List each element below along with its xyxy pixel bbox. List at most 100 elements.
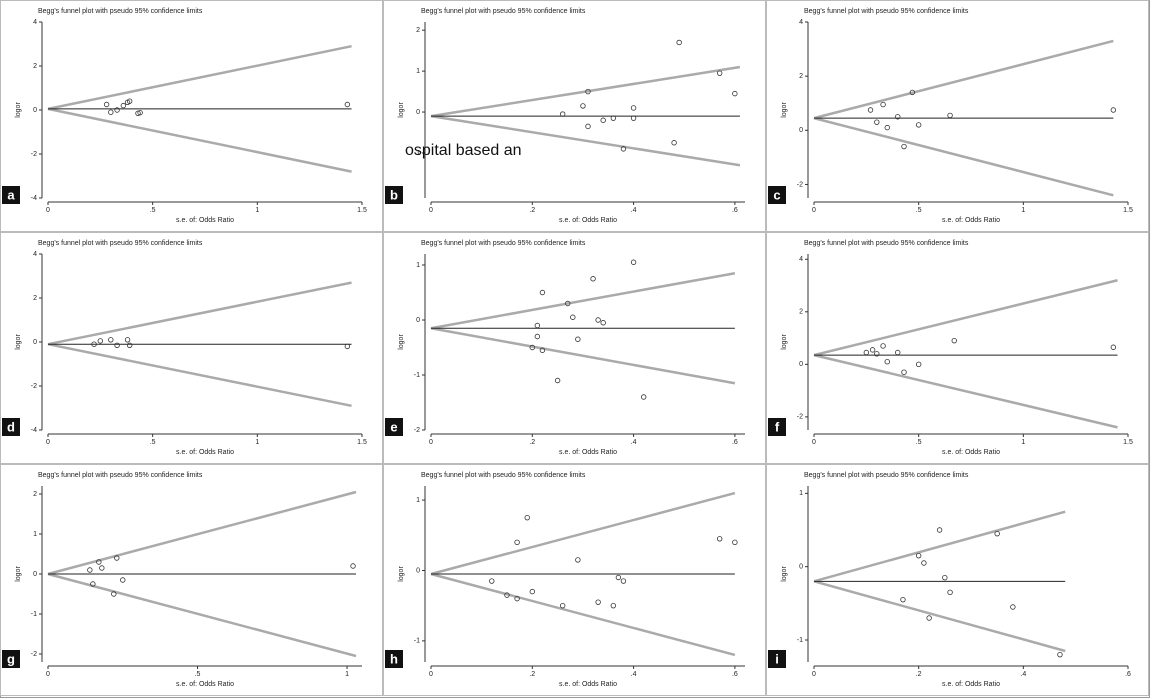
x-tick-label: 1 [1021, 207, 1025, 214]
y-tick-label: -2 [797, 414, 803, 421]
x-tick-label: .2 [529, 671, 535, 678]
x-axis-label: s.e. of: Odds Ratio [176, 217, 234, 224]
lower-limit [47, 342, 352, 408]
panel-title: Begg's funnel plot with pseudo 95% confi… [804, 8, 969, 15]
study-point [108, 337, 114, 343]
y-tick-label: 1 [799, 490, 803, 497]
study-point [120, 102, 127, 109]
overlay-text: ospital based an [405, 142, 522, 159]
x-tick-label: 0 [46, 671, 50, 678]
y-tick-label: 0 [33, 571, 37, 578]
study-point [610, 115, 617, 121]
panel-title: Begg's funnel plot with pseudo 95% confi… [804, 472, 969, 479]
y-tick-label: 0 [416, 567, 420, 574]
x-tick-label: .4 [631, 439, 637, 446]
panel-title: Begg's funnel plot with pseudo 95% confi… [38, 8, 203, 15]
y-tick-label: 0 [33, 107, 37, 114]
x-axis-label: s.e. of: Odds Ratio [942, 217, 1000, 224]
panel-letter: g [7, 651, 15, 666]
x-tick-label: 0 [46, 207, 50, 214]
panel-border [0, 0, 383, 232]
y-tick-label: 2 [33, 491, 37, 498]
x-tick-label: .5 [150, 207, 156, 214]
study-point [514, 595, 520, 602]
study-point [575, 557, 581, 563]
study-point [732, 539, 738, 546]
study-point [874, 351, 880, 357]
x-tick-label: 1.5 [1123, 439, 1133, 446]
study-point [895, 114, 901, 120]
study-point [87, 567, 93, 573]
x-tick-label: .5 [916, 207, 922, 214]
y-tick-label: 0 [416, 317, 420, 324]
x-tick-label: 1 [1021, 439, 1025, 446]
study-point [915, 552, 922, 559]
panel-letter: h [390, 651, 398, 666]
study-point [630, 115, 637, 121]
y-tick-label: -1 [414, 150, 420, 157]
panel-letter: c [773, 187, 780, 202]
y-axis-label: logor [781, 334, 788, 350]
x-tick-label: .2 [916, 671, 922, 678]
study-point [489, 578, 495, 584]
x-tick-label: .4 [1020, 671, 1026, 678]
x-axis-label: s.e. of: Odds Ratio [176, 449, 234, 456]
study-point [901, 143, 907, 150]
upper-limit [430, 491, 736, 576]
x-tick-label: .5 [916, 439, 922, 446]
x-axis-label: s.e. of: Odds Ratio [559, 681, 617, 688]
study-point [114, 107, 120, 113]
panel-title: Begg's funnel plot with pseudo 95% confi… [421, 240, 586, 247]
y-tick-label: -2 [31, 151, 37, 158]
x-axis-label: s.e. of: Odds Ratio [559, 449, 617, 456]
study-point [600, 117, 606, 123]
panel-title: Begg's funnel plot with pseudo 95% confi… [804, 240, 969, 247]
x-tick-label: 0 [429, 207, 433, 214]
x-tick-label: 1 [255, 439, 259, 446]
y-tick-label: 1 [416, 262, 420, 269]
y-axis-label: logor [781, 102, 788, 118]
upper-limit [813, 510, 1066, 583]
study-point [926, 615, 932, 621]
x-tick-label: 1.5 [357, 207, 367, 214]
panel: Begg's funnel plot with pseudo 95% confi… [383, 464, 766, 696]
study-point [534, 333, 541, 340]
study-point [344, 343, 351, 350]
x-tick-label: 0 [46, 439, 50, 446]
panel-letter-box [385, 650, 403, 668]
x-tick-label: 0 [812, 671, 816, 678]
study-point [610, 602, 617, 609]
y-axis-label: logor [398, 334, 405, 350]
y-axis-label: logor [15, 102, 22, 118]
study-point [947, 112, 953, 119]
lower-limit [813, 353, 1118, 429]
x-tick-label: .6 [732, 671, 738, 678]
study-point [108, 109, 114, 115]
study-point [126, 342, 133, 348]
study-point [951, 337, 957, 344]
y-tick-label: -2 [414, 427, 420, 434]
y-tick-label: -1 [414, 372, 420, 379]
x-tick-label: .6 [732, 207, 738, 214]
study-point [1110, 344, 1117, 350]
study-point [1110, 107, 1117, 113]
x-tick-label: .4 [631, 207, 637, 214]
study-point [99, 565, 105, 571]
x-axis-label: s.e. of: Odds Ratio [559, 217, 617, 224]
lower-limit [47, 107, 352, 173]
study-point [620, 578, 627, 584]
x-tick-label: .4 [631, 671, 637, 678]
study-point [575, 336, 581, 342]
study-point [565, 300, 571, 307]
lower-limit [813, 580, 1066, 653]
panel-border [383, 464, 766, 696]
study-point [630, 105, 637, 111]
x-tick-label: 0 [812, 207, 816, 214]
study-point [716, 70, 723, 76]
study-point [880, 343, 886, 349]
y-tick-label: 0 [799, 361, 803, 368]
study-point [884, 359, 890, 365]
study-point [529, 588, 535, 595]
